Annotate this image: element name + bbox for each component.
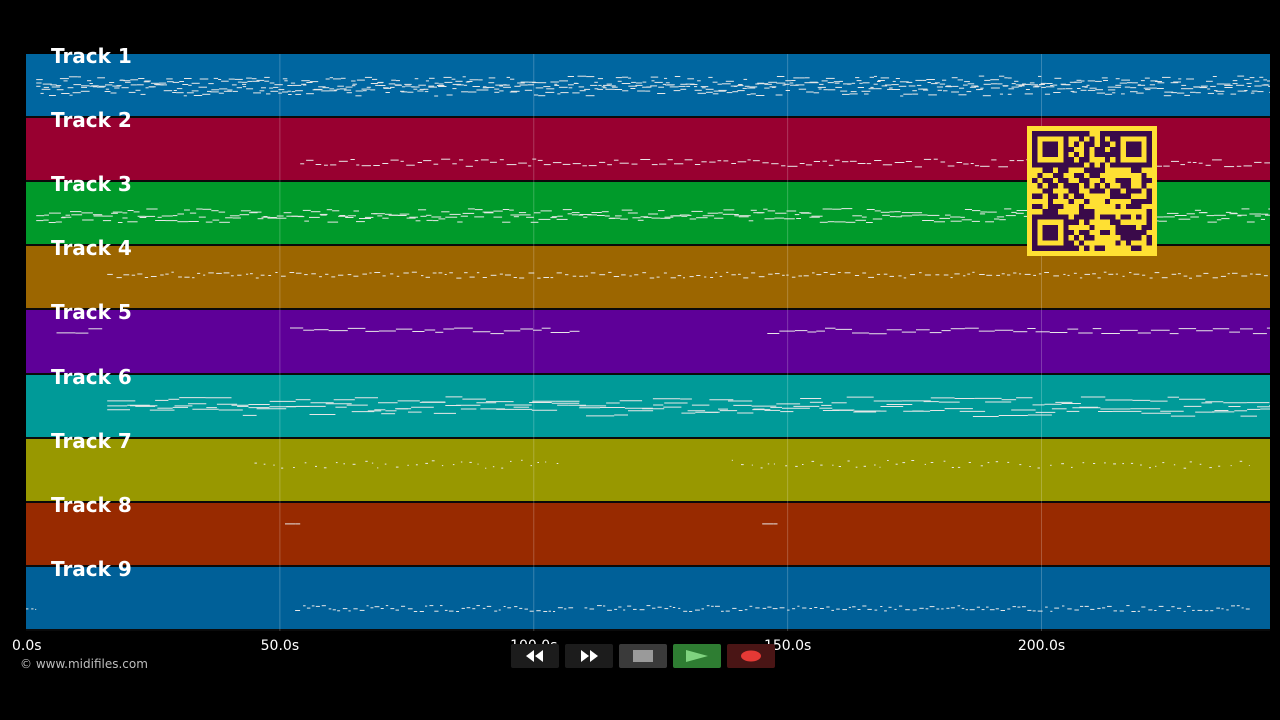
track-lane: Track 4: [26, 236, 1270, 311]
track-label: Track 7: [51, 428, 132, 453]
track-lane: Track 5: [26, 300, 1270, 375]
track-lane: Track 8: [26, 493, 1270, 567]
record-button[interactable]: [727, 644, 775, 668]
track-label: Track 4: [51, 236, 132, 261]
rewind-icon: [526, 650, 543, 662]
fast-forward-button[interactable]: [565, 644, 613, 668]
note-layer: [26, 75, 1270, 612]
track-label: Track 3: [51, 172, 132, 197]
time-tick-label: 50.0s: [260, 638, 300, 654]
track-label: Track 9: [51, 556, 132, 581]
track-lane: Track 6: [26, 365, 1270, 439]
track-lane: Track 1: [26, 44, 1270, 119]
fast-forward-icon: [581, 650, 598, 662]
qr-code-image: [1027, 126, 1157, 256]
stop-button[interactable]: [619, 644, 667, 668]
track-label: Track 1: [51, 44, 132, 68]
record-icon: [741, 650, 761, 662]
track-label: Track 5: [51, 300, 132, 325]
track-label: Track 8: [51, 492, 132, 517]
piano-roll: Track 1 Track 2 Track 3 Track 4 Track 5 Track…: [26, 44, 1270, 631]
copyright-text: © www.midifiles.com: [20, 657, 148, 671]
track-label: Track 6: [51, 364, 132, 389]
play-icon: [686, 650, 708, 662]
time-tick-label: 200.0s: [1017, 638, 1066, 654]
transport-controls: [511, 644, 775, 668]
track-label: Track 2: [51, 108, 132, 133]
rewind-button[interactable]: [511, 644, 559, 668]
time-tick-label: 150.0s: [763, 638, 812, 654]
time-tick-label: 0.0s: [12, 638, 42, 654]
track-lane: Track 7: [26, 429, 1270, 503]
track-lane: Track 9: [26, 557, 1270, 631]
play-button[interactable]: [673, 644, 721, 668]
stop-icon: [633, 650, 653, 662]
